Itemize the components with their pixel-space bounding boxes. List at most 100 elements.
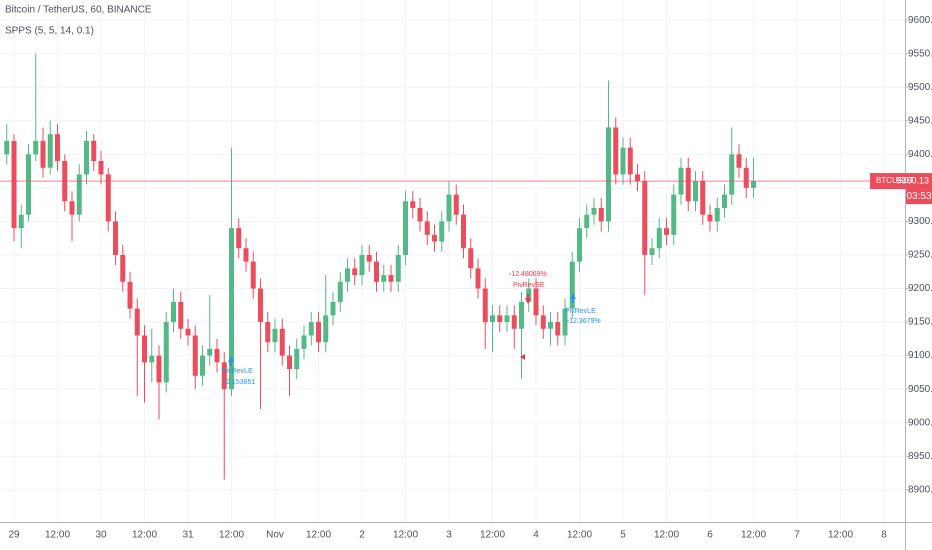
x-tick-label: 29 xyxy=(8,530,20,541)
candle-body xyxy=(664,228,669,235)
y-tick-label: 9200.00 xyxy=(908,283,932,294)
candle-body xyxy=(40,140,46,168)
candle-body xyxy=(635,174,640,182)
candle-body xyxy=(33,140,39,155)
candle-body xyxy=(584,214,590,229)
candle-body xyxy=(453,194,459,215)
x-tick-label: Nov xyxy=(266,530,284,541)
y-tick-label: 9050.00 xyxy=(908,384,932,395)
last-price-label: 9360.13 xyxy=(896,175,929,185)
y-tick-label: 9500.00 xyxy=(908,82,932,93)
x-tick-label: 3 xyxy=(446,530,452,541)
candle-body xyxy=(519,301,524,329)
candle-body xyxy=(649,248,655,255)
candle-body xyxy=(403,201,408,255)
candle-body xyxy=(26,154,31,215)
candle-body xyxy=(751,181,756,188)
candle-body xyxy=(475,268,481,289)
candle-body xyxy=(214,348,220,363)
candle-body xyxy=(192,335,198,376)
candle-body xyxy=(171,301,176,323)
candle-body xyxy=(504,315,510,323)
candle-body xyxy=(439,221,445,242)
candle-body xyxy=(243,248,249,262)
candle-body xyxy=(533,288,539,316)
signal-label: +12.3679% xyxy=(565,318,601,325)
y-tick-label: 9450.00 xyxy=(908,115,932,126)
candle-body xyxy=(287,355,292,370)
candle-body xyxy=(685,167,691,202)
candle-body xyxy=(497,315,503,323)
candle-body xyxy=(598,207,604,222)
candle-body xyxy=(548,322,553,329)
candle-body xyxy=(352,268,358,276)
candle-body xyxy=(229,228,234,390)
y-tick-label: 9100.00 xyxy=(908,350,932,361)
candle-body xyxy=(294,348,300,370)
y-tick-label: 8950.00 xyxy=(908,451,932,462)
x-tick-label: 8 xyxy=(881,530,887,541)
candle-body xyxy=(156,355,162,383)
candle-body xyxy=(185,328,191,336)
countdown-tag xyxy=(906,189,932,205)
signal-arrow xyxy=(525,294,531,304)
chart-title: Bitcoin / TetherUS, 60, BINANCE xyxy=(5,5,152,16)
candle-body xyxy=(388,275,394,282)
x-tick-label: 12:00 xyxy=(306,530,331,541)
y-tick-label: 9400.00 xyxy=(908,149,932,160)
y-tick-label: 9600.00 xyxy=(908,15,932,26)
indicator-label: SPPS (5, 5, 14, 0.1) xyxy=(5,26,94,37)
x-tick-label: 12:00 xyxy=(567,530,592,541)
candle-body xyxy=(569,261,575,309)
candle-body xyxy=(627,147,633,175)
candle-body xyxy=(424,221,430,235)
candle-body xyxy=(142,335,147,363)
candle-body xyxy=(729,154,735,195)
y-tick-label: 9300.00 xyxy=(908,216,932,227)
candle-body xyxy=(642,181,648,255)
x-tick-label: 5 xyxy=(620,530,626,541)
candle-body xyxy=(55,134,60,162)
candle-body xyxy=(359,254,365,276)
candle-body xyxy=(468,248,474,269)
y-tick-label: 9000.00 xyxy=(908,417,932,428)
y-tick-label: 9250.00 xyxy=(908,250,932,261)
candle-body xyxy=(722,194,727,208)
candle-body xyxy=(301,335,307,349)
candle-body xyxy=(693,181,698,202)
candle-body xyxy=(76,174,82,215)
candle-body xyxy=(714,207,720,222)
x-tick-label: 4 xyxy=(533,530,539,541)
candle-body xyxy=(381,275,387,282)
y-tick-label: 9550.00 xyxy=(908,48,932,59)
candle-body xyxy=(279,328,285,356)
candle-body xyxy=(113,221,118,255)
candle-body xyxy=(178,301,184,329)
x-tick-label: 12:00 xyxy=(219,530,244,541)
candle-body xyxy=(410,201,416,208)
y-tick-label: 8900.00 xyxy=(908,484,932,495)
candle-body xyxy=(316,322,321,343)
candle-body xyxy=(221,362,227,390)
candle-body xyxy=(323,315,329,343)
candle-body xyxy=(736,154,742,168)
candle-body xyxy=(417,207,423,222)
x-tick-label: 12:00 xyxy=(393,530,418,541)
candle-body xyxy=(207,348,213,356)
x-tick-label: 6 xyxy=(707,530,713,541)
candle-body xyxy=(47,134,53,168)
candle-body xyxy=(345,268,350,282)
candle-body xyxy=(127,281,133,309)
candle-body xyxy=(330,301,336,316)
candle-body xyxy=(120,254,126,282)
signal-label: PivRevLE xyxy=(222,368,253,375)
x-tick-label: 31 xyxy=(182,530,194,541)
candle-body xyxy=(555,322,561,336)
candle-body xyxy=(98,161,104,175)
candle-body xyxy=(613,127,619,175)
candle-body xyxy=(707,214,713,222)
candle-body xyxy=(163,322,169,383)
candle-body xyxy=(258,288,263,323)
candle-body xyxy=(337,281,343,302)
